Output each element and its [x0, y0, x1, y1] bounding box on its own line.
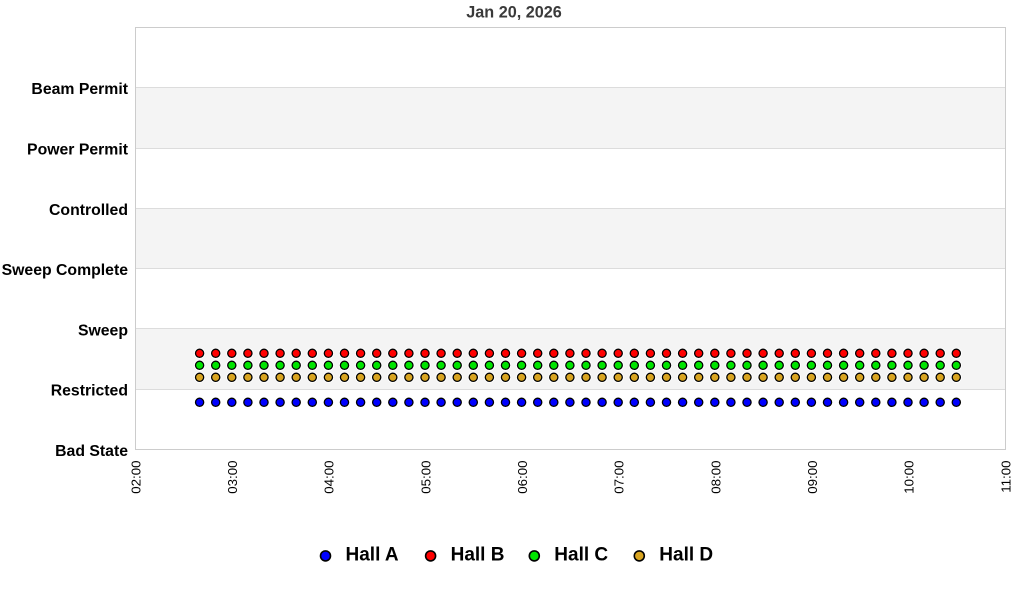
svg-text:Hall B: Hall B [451, 545, 505, 566]
svg-text:04:00: 04:00 [322, 461, 337, 494]
svg-text:03:00: 03:00 [225, 461, 240, 494]
svg-text:02:00: 02:00 [128, 461, 143, 494]
svg-text:08:00: 08:00 [708, 461, 723, 494]
svg-text:11:00: 11:00 [998, 461, 1013, 493]
svg-text:07:00: 07:00 [612, 461, 627, 494]
svg-text:10:00: 10:00 [902, 461, 917, 494]
svg-text:05:00: 05:00 [418, 461, 433, 494]
svg-text:09:00: 09:00 [805, 461, 820, 494]
svg-text:Controlled: Controlled [49, 202, 128, 219]
svg-text:Beam Permit: Beam Permit [31, 81, 128, 98]
svg-text:Sweep Complete: Sweep Complete [2, 262, 129, 279]
svg-text:Hall D: Hall D [659, 545, 713, 566]
svg-text:Hall A: Hall A [346, 545, 399, 566]
svg-text:06:00: 06:00 [515, 461, 530, 494]
svg-text:Restricted: Restricted [51, 383, 128, 400]
svg-text:Power Permit: Power Permit [27, 141, 129, 158]
svg-text:Jan 20, 2026: Jan 20, 2026 [466, 4, 561, 22]
svg-text:Sweep: Sweep [78, 322, 128, 339]
svg-text:Bad State: Bad State [55, 443, 128, 460]
svg-text:Hall C: Hall C [554, 545, 608, 566]
